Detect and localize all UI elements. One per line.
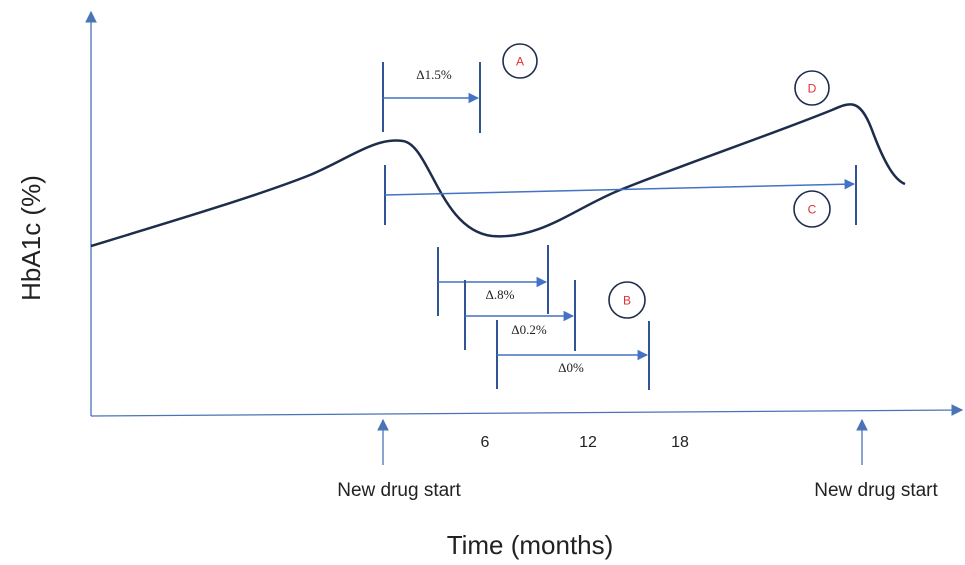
circle-d: D: [794, 70, 830, 106]
circle-c: C: [793, 190, 831, 228]
circle-b: B: [608, 281, 646, 319]
interval-c-arrow: [384, 178, 856, 196]
circle-a-label: A: [516, 55, 524, 69]
tick-label-12: 12: [579, 434, 597, 451]
circle-b-label: B: [623, 294, 631, 308]
y-axis-label: HbA1c (%): [16, 175, 46, 301]
tick-label-18: 18: [671, 434, 689, 451]
drug-start-label-1: New drug start: [337, 480, 461, 501]
x-axis: [90, 404, 964, 417]
tick-label-6: 6: [481, 434, 490, 451]
x-axis-label: Time (months): [447, 530, 614, 560]
interval-b2-label: Δ0.2%: [511, 322, 547, 337]
interval-b3-label: Δ0%: [558, 360, 584, 375]
circle-a: A: [502, 43, 538, 79]
hba1c-curve: [90, 103, 906, 248]
interval-a-label: Δ1.5%: [416, 67, 452, 82]
drug-start-label-2: New drug start: [814, 480, 938, 501]
circle-c-label: C: [808, 203, 817, 217]
interval-b1-label: Δ.8%: [486, 287, 515, 302]
circle-d-label: D: [808, 82, 817, 96]
